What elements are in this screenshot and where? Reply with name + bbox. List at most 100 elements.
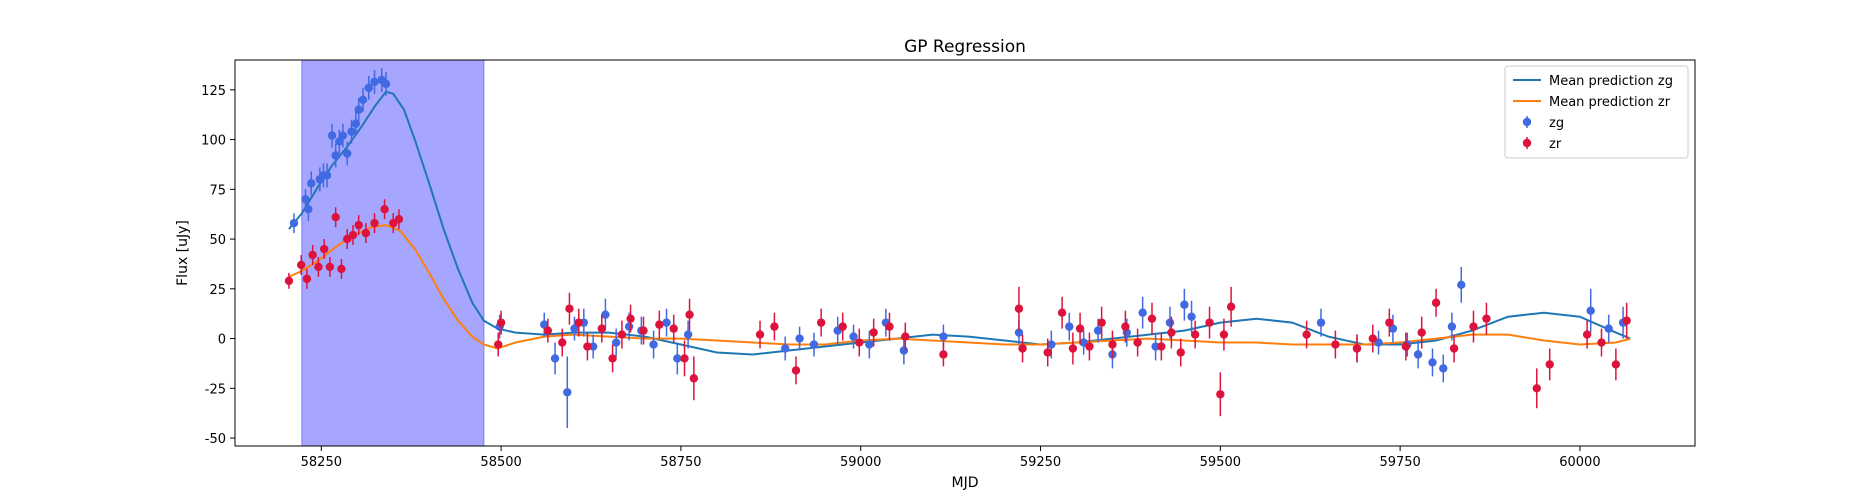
data-point-zr: [1226, 302, 1236, 311]
x-tick-label: 59000: [840, 455, 881, 470]
data-point-zr: [1597, 338, 1606, 347]
data-point-zr: [869, 328, 878, 337]
data-point-zg: [1014, 328, 1024, 337]
data-point-zr: [1385, 318, 1394, 327]
data-point-zr: [770, 322, 779, 331]
data-point-zr: [1157, 342, 1166, 351]
data-point-zr: [284, 276, 294, 286]
data-point-zr: [348, 230, 358, 240]
data-point-zg: [351, 119, 361, 128]
data-point-zg: [1138, 308, 1147, 317]
data-point-zg: [1065, 322, 1074, 331]
data-point-zr: [1014, 304, 1024, 313]
data-point-zr: [1205, 318, 1214, 327]
data-point-zg: [1457, 280, 1466, 290]
chart-title: GP Regression: [904, 37, 1026, 57]
x-tick-label: 60000: [1559, 455, 1600, 470]
y-tick-label: 0: [218, 333, 226, 348]
series-line-mean-prediction-zg: [288, 90, 1631, 356]
data-point-zr: [543, 326, 553, 335]
legend-swatch-zr: [1522, 138, 1532, 148]
data-point-zr: [302, 274, 312, 284]
data-point-zr: [308, 250, 317, 260]
series-zr: [284, 199, 1631, 417]
x-axis-ticks: 58250 58500 58750 59000 59250 59500 59750 60000: [301, 446, 1601, 470]
data-point-zg: [1151, 342, 1160, 351]
data-point-zg: [1413, 350, 1423, 359]
data-point-zr: [1532, 384, 1541, 393]
data-point-zg: [899, 346, 909, 355]
data-point-zr: [1401, 342, 1411, 351]
data-point-zr: [939, 350, 948, 359]
data-point-zg: [327, 131, 337, 140]
x-axis-label: MJD: [952, 475, 979, 491]
data-point-zr: [626, 314, 635, 323]
data-point-zg: [865, 340, 874, 349]
data-point-zg: [1047, 340, 1056, 349]
data-point-zr: [1085, 342, 1094, 351]
data-point-zg: [1439, 364, 1448, 373]
data-point-zr: [354, 220, 363, 230]
data-point-zg: [683, 330, 693, 339]
data-point-zg: [673, 354, 682, 363]
data-point-zr: [597, 324, 606, 333]
data-point-zr: [565, 304, 574, 313]
data-point-zr: [296, 260, 306, 270]
data-point-zr: [1068, 344, 1078, 353]
data-point-zr: [1417, 328, 1426, 337]
data-point-zr: [1431, 298, 1441, 307]
data-point-zr: [1482, 314, 1491, 323]
x-tick-label: 59750: [1379, 455, 1420, 470]
data-point-zr: [1302, 330, 1311, 339]
y-axis-ticks: -50 -25 0 25 50 75 100 125: [201, 84, 235, 447]
data-point-zg: [588, 342, 598, 351]
data-point-zg: [1180, 300, 1189, 309]
data-point-zg: [381, 79, 391, 89]
data-point-zr: [639, 326, 648, 335]
data-point-zr: [1018, 344, 1027, 353]
data-point-zr: [1368, 334, 1377, 343]
data-point-zg: [322, 171, 332, 180]
data-point-zr: [655, 320, 664, 329]
legend-label-mean-prediction-zg: Mean prediction zg: [1549, 74, 1673, 89]
data-point-zg: [570, 324, 579, 333]
data-point-zg: [1447, 322, 1457, 331]
x-tick-label: 59250: [1020, 455, 1061, 470]
data-point-zr: [617, 330, 627, 339]
data-point-zg: [809, 340, 819, 349]
data-point-zr: [583, 342, 592, 351]
data-point-zg: [358, 95, 368, 104]
data-point-zr: [1147, 314, 1157, 323]
data-point-zr: [1352, 344, 1362, 353]
data-point-zg: [301, 195, 310, 204]
data-point-zr: [1622, 316, 1631, 325]
legend-label-zg: zg: [1549, 116, 1564, 131]
data-point-zg: [1586, 306, 1595, 315]
legend-label-mean-prediction-zr: Mean prediction zr: [1549, 95, 1671, 110]
data-point-zr: [496, 318, 506, 327]
data-point-zr: [1121, 322, 1130, 331]
data-point-zr: [394, 214, 404, 224]
data-point-zg: [662, 318, 671, 327]
data-point-zr: [689, 374, 699, 383]
legend-box: [1504, 65, 1689, 159]
y-tick-label: 50: [209, 233, 226, 248]
data-point-zr: [855, 338, 864, 347]
data-point-zg: [307, 179, 316, 188]
y-tick-label: 100: [201, 134, 226, 149]
x-tick-label: 58500: [480, 455, 521, 470]
data-point-zr: [370, 218, 379, 228]
y-tick-label: -50: [205, 432, 226, 447]
data-point-zg: [939, 332, 948, 341]
plot-frame: [234, 59, 1696, 447]
data-point-zr: [791, 366, 801, 375]
y-axis-label: Flux [uJy]: [175, 220, 191, 286]
data-point-zr: [685, 310, 694, 319]
data-point-zg: [1165, 318, 1175, 327]
data-point-zg: [370, 77, 379, 87]
data-point-zg: [1093, 326, 1103, 335]
data-point-zr: [1469, 322, 1478, 331]
y-tick-label: -25: [205, 382, 226, 397]
data-point-zr: [319, 244, 329, 254]
data-point-zr: [1133, 338, 1142, 347]
